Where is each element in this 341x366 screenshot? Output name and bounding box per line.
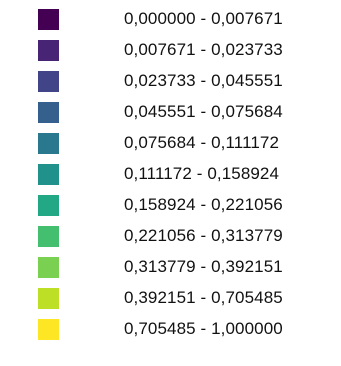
color-swatch — [38, 318, 59, 340]
legend-item-label: 0,705485 - 1,000000 — [124, 319, 283, 338]
legend-item-label: 0,158924 - 0,221056 — [124, 195, 283, 214]
color-swatch — [38, 70, 59, 92]
legend-item: 0,158924 - 0,221056 — [38, 193, 338, 217]
legend-item-label: 0,392151 - 0,705485 — [124, 288, 283, 307]
legend-item: 0,007671 - 0,023733 — [38, 38, 338, 62]
color-swatch — [38, 39, 59, 61]
legend-item: 0,045551 - 0,075684 — [38, 100, 338, 124]
legend-item: 0,705485 - 1,000000 — [38, 317, 338, 341]
color-swatch — [38, 256, 59, 278]
color-swatch — [38, 163, 59, 185]
color-swatch — [38, 194, 59, 216]
legend-item: 0,000000 - 0,007671 — [38, 7, 338, 31]
legend-item-label: 0,045551 - 0,075684 — [124, 102, 283, 121]
legend-item: 0,392151 - 0,705485 — [38, 286, 338, 310]
legend-item: 0,023733 - 0,045551 — [38, 69, 338, 93]
legend-item: 0,313779 - 0,392151 — [38, 255, 338, 279]
color-swatch — [38, 132, 59, 154]
legend-item-label: 0,221056 - 0,313779 — [124, 226, 283, 245]
legend-item-label: 0,111172 - 0,158924 — [124, 164, 280, 183]
legend-item-label: 0,023733 - 0,045551 — [124, 71, 283, 90]
legend-item-label: 0,000000 - 0,007671 — [124, 9, 283, 28]
color-swatch — [38, 8, 59, 30]
color-swatch — [38, 225, 59, 247]
legend-item: 0,111172 - 0,158924 — [38, 162, 338, 186]
legend-item: 0,221056 - 0,313779 — [38, 224, 338, 248]
legend-item-label: 0,007671 - 0,023733 — [124, 40, 283, 59]
legend-item-label: 0,313779 - 0,392151 — [124, 257, 283, 276]
color-swatch — [38, 101, 59, 123]
legend-item: 0,075684 - 0,111172 — [38, 131, 338, 155]
color-swatch — [38, 287, 59, 309]
legend-item-label: 0,075684 - 0,111172 — [124, 133, 280, 152]
